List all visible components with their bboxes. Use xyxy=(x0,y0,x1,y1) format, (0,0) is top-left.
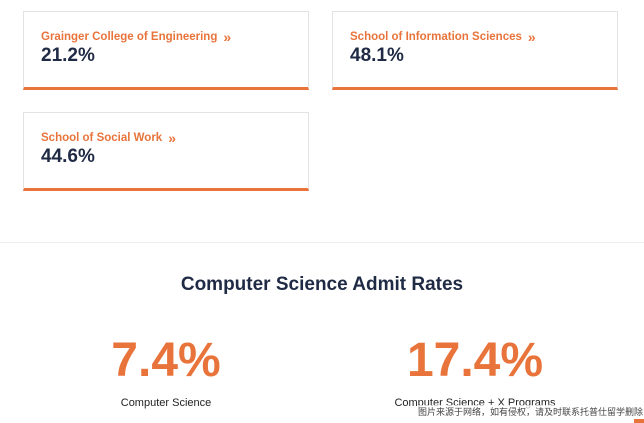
college-card-engineering[interactable]: Grainger College of Engineering » 21.2% xyxy=(23,11,309,90)
chevron-right-double-icon: » xyxy=(168,130,176,146)
section-title: Computer Science Admit Rates xyxy=(180,274,464,295)
chevron-right-double-icon: » xyxy=(527,29,536,45)
college-card-link[interactable]: School of Social Work » xyxy=(41,130,176,146)
cs-x-admit-rate-value: 17.4% xyxy=(406,334,544,387)
college-card-title[interactable]: School of Social Work xyxy=(41,132,163,144)
admit-rate-value: 44.6% xyxy=(41,146,95,167)
admit-rate-value: 21.2% xyxy=(41,45,95,66)
college-card-title[interactable]: School of Information Sciences xyxy=(350,31,522,43)
college-card-social-work[interactable]: School of Social Work » 44.6% xyxy=(23,112,309,191)
chevron-right-double-icon: » xyxy=(223,29,231,45)
watermark-text: 图片来源于网络，如有侵权，请及时联系托普仕留学删除 xyxy=(416,405,644,418)
cs-admit-rate-label: Computer Science xyxy=(120,397,212,409)
college-card-information-sciences[interactable]: School of Information Sciences » 48.1% xyxy=(332,11,618,90)
college-card-link[interactable]: School of Information Sciences » xyxy=(350,29,536,45)
corner-decoration xyxy=(634,419,644,423)
cs-admit-rate-value: 7.4% xyxy=(111,334,221,387)
college-card-link[interactable]: Grainger College of Engineering » xyxy=(41,29,231,45)
admit-rate-value: 48.1% xyxy=(350,45,404,66)
section-divider xyxy=(0,242,644,243)
college-card-title[interactable]: Grainger College of Engineering xyxy=(41,31,218,43)
